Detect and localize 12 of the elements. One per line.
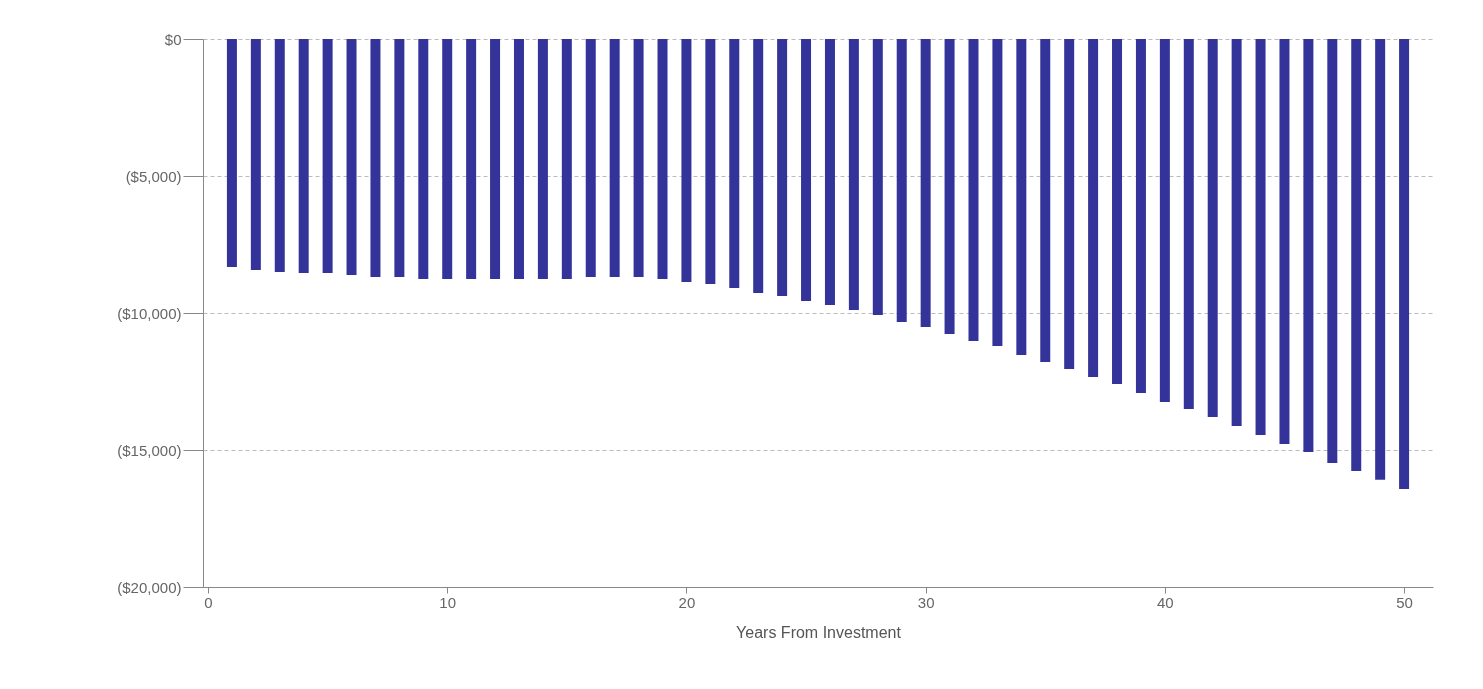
x-tick-label: 10: [439, 593, 457, 611]
y-tick-label: ($5,000): [125, 167, 182, 185]
x-axis-title: Years From Investment: [736, 623, 902, 641]
x-tick-label: 20: [678, 593, 696, 611]
x-tick-label: 0: [204, 593, 213, 611]
y-tick-label: ($20,000): [117, 578, 182, 596]
y-tick-label: ($15,000): [117, 441, 182, 459]
x-tick-label: 50: [1396, 593, 1413, 611]
y-tick-label: ($10,000): [117, 304, 182, 322]
y-tick-label: $0: [164, 30, 182, 48]
x-tick-label: 40: [1157, 593, 1174, 611]
x-tick-label: 30: [917, 593, 935, 611]
